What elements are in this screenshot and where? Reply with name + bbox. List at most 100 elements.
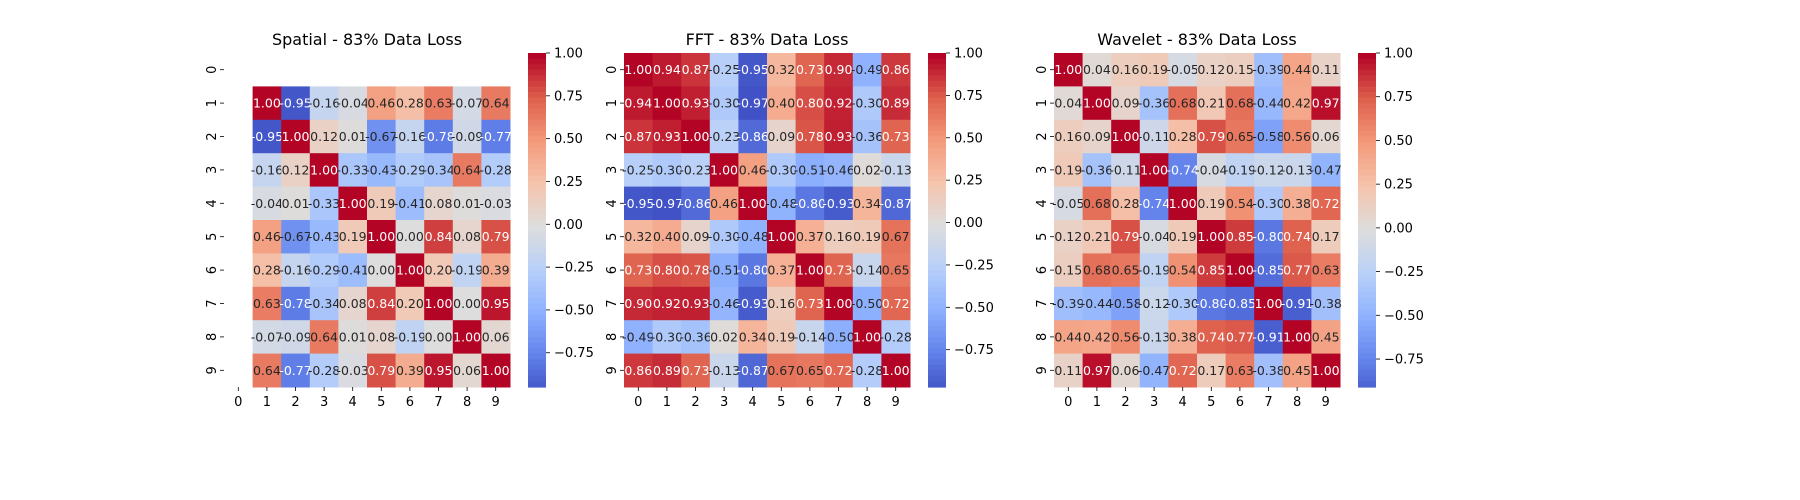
- spatial-colorbar-segment-25: [528, 192, 546, 199]
- wavelet-x-tick-label-8: 8: [1293, 395, 1301, 410]
- wavelet-cell-6-9: [1311, 253, 1341, 288]
- wavelet-cell-label-6-0: 0.15: [1054, 263, 1082, 278]
- fft-cell-label-1-8: -0.30: [851, 96, 883, 111]
- spatial-cell-label-7-5: 0.84: [367, 296, 395, 311]
- fft-colorbar-tick-label-3: 0.25: [954, 174, 983, 189]
- wavelet-cell-1-7: [1254, 86, 1284, 121]
- spatial-cell-label-2-8: -0.09: [451, 129, 483, 144]
- wavelet-cell-8-0: [1054, 320, 1084, 355]
- wavelet-colorbar-tick-label-7: −0.75: [1384, 353, 1424, 368]
- spatial-cell-label-5-2: -0.67: [279, 229, 311, 244]
- fft-cell-8-5: [767, 320, 797, 355]
- spatial-colorbar-segment-14: [528, 130, 546, 138]
- wavelet-colorbar-segment-20: [1358, 164, 1376, 171]
- fft-cell-3-4: [738, 153, 768, 188]
- fft-cell-9-1: [652, 353, 682, 388]
- spatial-cell-label-9-1: 0.64: [253, 363, 281, 378]
- wavelet-x-tick-label-4: 4: [1179, 395, 1187, 410]
- wavelet-colorbar-segment-25: [1358, 192, 1376, 199]
- spatial-cell-8-4: [338, 320, 368, 355]
- spatial-colorbar-tick-label-3: 0.25: [554, 175, 583, 190]
- spatial-colorbar-segment-15: [528, 136, 546, 143]
- fft-colorbar-segment-56: [928, 364, 946, 371]
- fft-y-tick-label-1: 1: [605, 99, 620, 107]
- spatial-cell-9-2: [281, 353, 311, 388]
- fft-colorbar-segment-21: [928, 169, 946, 177]
- wavelet-cell-label-7-1: -0.44: [1081, 296, 1113, 311]
- fft-y-tick-label-4: 4: [605, 199, 620, 207]
- wavelet-cell-5-0: [1054, 220, 1084, 254]
- spatial-cell-6-2: [281, 253, 311, 288]
- wavelet-colorbar-segment-21: [1358, 169, 1376, 177]
- wavelet-cell-label-4-0: -0.05: [1052, 196, 1084, 211]
- spatial-cell-9-1: [252, 353, 282, 388]
- wavelet-cell-label-2-6: 0.65: [1226, 129, 1254, 144]
- fft-cell-3-8: [852, 153, 882, 188]
- fft-colorbar-segment-15: [928, 136, 946, 143]
- wavelet-y-tick-label-3: 3: [1035, 166, 1050, 174]
- fft-colorbar-segment-16: [928, 142, 946, 149]
- wavelet-cell-label-8-7: -0.91: [1252, 329, 1284, 344]
- fft-cell-1-5: [767, 86, 797, 121]
- fft-colorbar-segment-9: [928, 103, 946, 110]
- wavelet-cell-4-4: [1168, 186, 1198, 221]
- spatial-cell-3-4: [338, 153, 368, 188]
- spatial-cell-4-9: [481, 186, 511, 221]
- spatial-colorbar-segment-38: [528, 264, 546, 271]
- spatial-cell-label-2-5: -0.67: [365, 129, 397, 144]
- wavelet-cell-7-8: [1282, 286, 1312, 321]
- fft-x-tick-label-7: 7: [834, 395, 842, 410]
- wavelet-colorbar-segment-7: [1358, 91, 1376, 99]
- spatial-colorbar-segment-48: [528, 320, 546, 327]
- fft-colorbar-segment-47: [928, 314, 946, 321]
- wavelet-colorbar-segment-48: [1358, 320, 1376, 327]
- wavelet-cell-1-8: [1282, 86, 1312, 121]
- fft-colorbar-tick-label-7: −0.75: [954, 343, 994, 358]
- wavelet-colorbar-segment-28: [1358, 208, 1376, 216]
- wavelet-cell-label-5-9: 0.17: [1312, 229, 1340, 244]
- fft-cell-label-7-3: -0.46: [708, 296, 740, 311]
- wavelet-cell-2-2: [1111, 119, 1141, 154]
- wavelet-colorbar-segment-59: [1358, 381, 1376, 388]
- wavelet-cell-5-2: [1111, 220, 1141, 254]
- wavelet-cell-label-8-8: 1.00: [1283, 329, 1311, 344]
- wavelet-cell-label-2-8: 0.56: [1283, 129, 1311, 144]
- wavelet-colorbar-segment-50: [1358, 331, 1376, 338]
- fft-cell-7-5: [767, 286, 797, 321]
- fft-x-tick-label-0: 0: [634, 395, 642, 410]
- spatial-colorbar-segment-47: [528, 314, 546, 321]
- spatial-y-tick-label-8: 8: [205, 333, 220, 341]
- wavelet-cell-label-1-0: 0.04: [1054, 96, 1082, 111]
- fft-cell-label-3-1: -0.30: [651, 162, 683, 177]
- spatial-cell-label-4-3: -0.33: [308, 196, 340, 211]
- wavelet-cell-2-8: [1282, 119, 1312, 154]
- spatial-colorbar-segment-27: [528, 203, 546, 210]
- fft-cell-6-1: [652, 253, 682, 288]
- wavelet-cell-label-7-5: -0.80: [1195, 296, 1227, 311]
- wavelet-cell-9-3: [1139, 353, 1169, 388]
- spatial-cell-7-5: [367, 286, 397, 321]
- wavelet-cell-label-2-9: 0.06: [1312, 129, 1340, 144]
- fft-cell-label-1-5: 0.40: [767, 96, 795, 111]
- spatial-colorbar-tick-label-5: −0.25: [554, 261, 594, 276]
- fft-cell-4-1: [652, 186, 682, 221]
- wavelet-cell-2-1: [1082, 119, 1112, 154]
- fft-colorbar-tick-label-4: 0.00: [954, 216, 983, 231]
- wavelet-cell-label-6-3: -0.19: [1138, 263, 1170, 278]
- wavelet-cell-label-3-0: 0.19: [1054, 162, 1082, 177]
- wavelet-colorbar-segment-35: [1358, 247, 1376, 254]
- spatial-colorbar-segment-10: [528, 108, 546, 115]
- wavelet-cell-label-0-0: 1.00: [1054, 62, 1082, 77]
- spatial-cell-label-4-8: 0.01: [453, 196, 481, 211]
- fft-cell-2-1: [652, 119, 682, 154]
- wavelet-colorbar-segment-39: [1358, 270, 1376, 277]
- spatial-cell-label-3-5: -0.43: [365, 162, 397, 177]
- wavelet-cell-7-1: [1082, 286, 1112, 321]
- fft-cell-label-5-2: 0.09: [682, 229, 710, 244]
- spatial-cell-1-5: [367, 86, 397, 121]
- wavelet-cell-label-9-2: 0.06: [1112, 363, 1140, 378]
- fft-cell-label-8-3: 0.02: [710, 329, 738, 344]
- fft-cell-label-2-9: 0.73: [882, 129, 910, 144]
- fft-cell-5-3: [709, 220, 739, 254]
- wavelet-colorbar-segment-54: [1358, 353, 1376, 360]
